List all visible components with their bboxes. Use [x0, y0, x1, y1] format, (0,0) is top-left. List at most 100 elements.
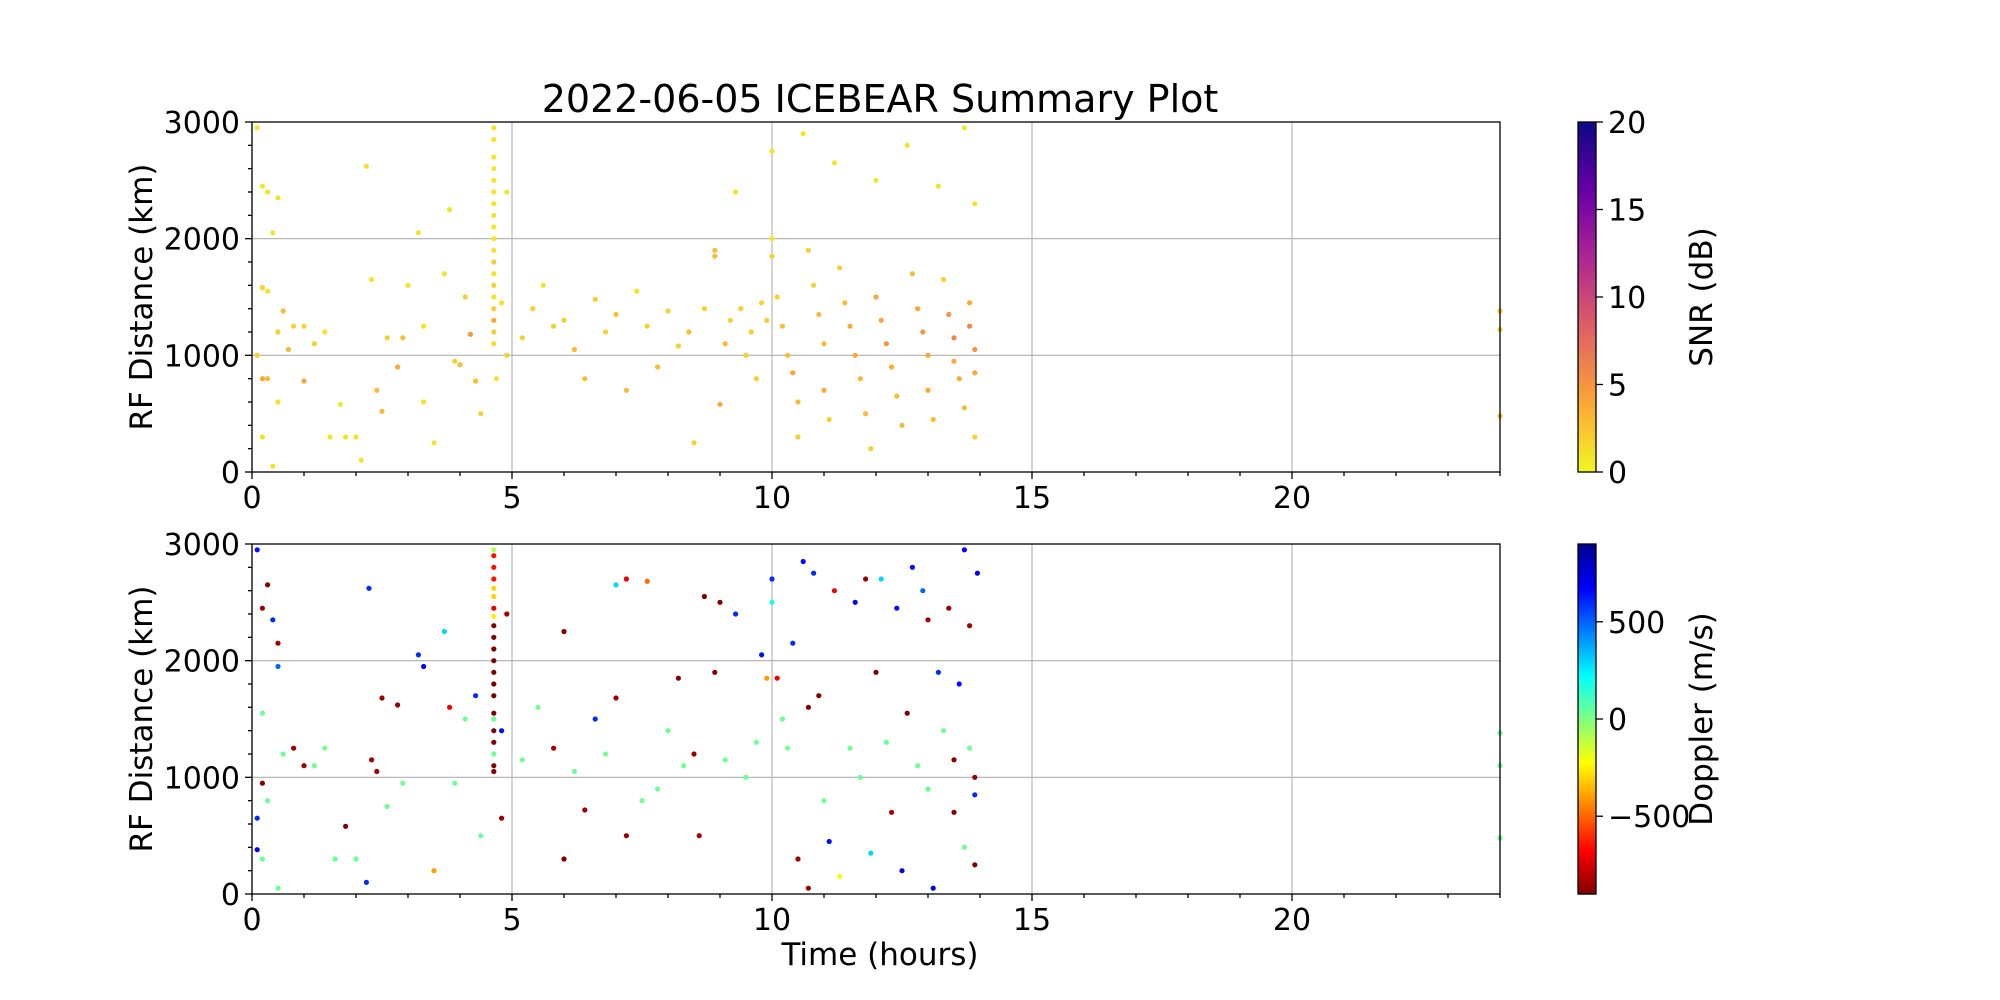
colorbar-segment	[1578, 646, 1596, 650]
colorbar-segment	[1578, 192, 1596, 196]
colorbar-segment	[1578, 669, 1596, 673]
colorbar-segment	[1578, 789, 1596, 793]
data-point	[613, 311, 619, 318]
colorbar-segment	[1578, 719, 1596, 723]
data-point	[727, 317, 734, 323]
data-point	[561, 628, 567, 635]
colorbar-segment	[1578, 448, 1596, 453]
colorbar-segment	[1578, 748, 1596, 752]
data-point	[920, 329, 926, 335]
colorbar-segment	[1578, 276, 1596, 281]
y-tick-label: 2000	[164, 223, 240, 258]
colorbar-segment	[1578, 701, 1596, 706]
data-point	[395, 364, 401, 370]
colorbar-segment	[1578, 570, 1596, 574]
colorbar-segment	[1578, 561, 1596, 566]
colorbar-segment	[1578, 684, 1596, 688]
colorbar-segment	[1578, 469, 1596, 473]
colorbar-segment	[1578, 853, 1596, 857]
data-point	[311, 341, 317, 347]
colorbar-segment	[1578, 844, 1596, 848]
data-point	[800, 131, 806, 137]
data-point	[270, 463, 276, 469]
data-point	[491, 593, 497, 600]
data-point	[935, 183, 942, 189]
colorbar-segment	[1578, 419, 1596, 424]
data-point	[491, 693, 497, 699]
data-point	[961, 405, 968, 411]
data-point	[623, 833, 630, 839]
colorbar-segment	[1578, 675, 1596, 679]
colorbar-segment	[1578, 558, 1596, 563]
data-point	[384, 335, 390, 341]
colorbar-segment	[1578, 730, 1596, 735]
data-point	[634, 288, 640, 294]
data-point	[254, 815, 260, 821]
colorbar-segment	[1578, 323, 1596, 327]
colorbar-segment	[1578, 809, 1596, 813]
data-point	[491, 125, 497, 131]
data-point	[894, 393, 900, 399]
colorbar-segment	[1578, 710, 1596, 714]
data-point	[691, 440, 697, 446]
x-tick-label: 0	[242, 903, 261, 938]
colorbar-segment	[1578, 218, 1596, 222]
data-point	[491, 623, 497, 629]
data-point	[930, 416, 936, 423]
data-point	[374, 768, 380, 775]
colorbar-segment	[1578, 686, 1596, 691]
colorbar-segment	[1578, 209, 1596, 214]
colorbar-segment	[1578, 259, 1596, 263]
data-point	[491, 154, 497, 160]
data-point	[551, 745, 557, 751]
colorbar-segment	[1578, 614, 1596, 618]
data-point	[493, 376, 499, 382]
data-point	[722, 341, 728, 347]
data-point	[603, 751, 609, 757]
data-point	[259, 376, 265, 382]
data-point	[951, 757, 957, 763]
data-point	[275, 399, 281, 405]
colorbar-segment	[1578, 180, 1596, 184]
data-point	[665, 308, 671, 314]
colorbar-segment	[1578, 399, 1596, 403]
colorbar-segment	[1578, 457, 1596, 461]
data-point	[491, 341, 497, 347]
colorbar-segment	[1578, 567, 1596, 571]
data-point	[941, 728, 947, 734]
x-tick-label: 10	[753, 903, 791, 938]
data-point	[491, 189, 497, 195]
data-point	[473, 378, 479, 384]
data-point	[301, 323, 307, 329]
colorbar-segment	[1578, 320, 1596, 324]
data-point	[353, 434, 359, 440]
colorbar-segment	[1578, 372, 1596, 377]
data-point	[259, 710, 265, 716]
colorbar-segment	[1578, 124, 1596, 129]
colorbar-segment	[1578, 564, 1596, 568]
colorbar-segment	[1578, 270, 1596, 275]
plot-frame	[251, 543, 1501, 895]
data-point	[915, 763, 921, 769]
data-point	[491, 136, 497, 143]
colorbar-segment	[1578, 544, 1596, 548]
colorbar-segment	[1578, 602, 1596, 606]
colorbar-segment	[1578, 859, 1596, 863]
data-point	[491, 768, 497, 775]
data-point	[491, 271, 497, 277]
x-axis-label: Time (hours)	[780, 937, 978, 973]
colorbar-segment	[1578, 692, 1596, 697]
data-point	[863, 576, 869, 582]
colorbar-segment	[1578, 165, 1596, 170]
colorbar-segment	[1578, 355, 1596, 359]
data-point	[519, 757, 526, 763]
data-point	[265, 582, 271, 588]
data-point	[457, 362, 463, 368]
colorbar-segment	[1578, 177, 1596, 181]
colorbar-segment	[1578, 826, 1596, 831]
data-point	[889, 809, 895, 815]
colorbar-segment	[1578, 378, 1596, 383]
colorbar-segment	[1578, 704, 1596, 708]
colorbar-segment	[1578, 334, 1596, 339]
colorbar-segment	[1578, 244, 1596, 249]
